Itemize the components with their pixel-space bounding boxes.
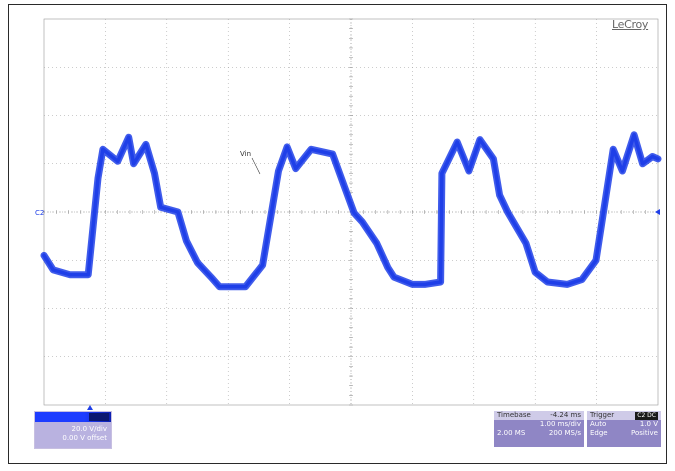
trace-group — [40, 131, 662, 291]
trigger-type: Edge — [590, 429, 608, 437]
trace-point — [243, 285, 247, 289]
trace-point — [260, 263, 265, 267]
trace-point — [620, 169, 624, 173]
timebase-delay: -4.24 ms — [550, 411, 581, 419]
trace-point — [132, 162, 136, 166]
trigger-header: Trigger C2 DC — [587, 411, 661, 420]
trace-point — [309, 147, 313, 151]
trace-point — [478, 138, 482, 142]
trace-point — [392, 275, 396, 279]
trace-point — [632, 133, 636, 137]
trace-point — [209, 275, 213, 279]
trace-point — [218, 285, 222, 289]
trace-point — [116, 159, 120, 163]
trigger-row-1: Auto 1.0 V — [587, 420, 661, 429]
channel-header — [35, 412, 111, 422]
trace-label-leader — [251, 157, 261, 175]
trace-point — [42, 253, 46, 258]
trace-point — [152, 171, 157, 175]
trace-point — [455, 140, 459, 144]
channel-panel[interactable]: 20.0 V/div 0.00 V offset — [34, 411, 112, 449]
trace-point — [611, 147, 615, 151]
trace-point — [195, 261, 200, 265]
channel-scale: 20.0 V/div — [71, 425, 108, 433]
scope-frame — [8, 4, 667, 464]
trigger-level: 1.0 V — [639, 420, 658, 428]
channel-tag — [89, 413, 109, 421]
trace-point — [533, 270, 537, 274]
trace-point — [101, 147, 105, 151]
trigger-mode: Auto — [590, 420, 607, 428]
trigger-panel[interactable]: Trigger C2 DC Auto 1.0 V Edge Positive — [587, 411, 661, 447]
trace-point — [524, 241, 528, 245]
timebase-samples: 2.00 MS — [497, 429, 526, 437]
timebase-header: Timebase -4.24 ms — [494, 411, 584, 420]
timebase-label: Timebase — [497, 411, 531, 419]
trigger-badge: C2 DC — [635, 411, 658, 420]
trace-point — [580, 277, 584, 282]
trace-point — [144, 142, 148, 147]
trace-point — [656, 157, 660, 161]
trace-point — [226, 285, 230, 289]
trace-point — [410, 282, 414, 286]
trace-point — [386, 265, 390, 270]
trace-point — [184, 239, 189, 243]
trace-point — [352, 211, 356, 215]
trace-point — [497, 193, 502, 197]
trace-point — [360, 220, 364, 224]
trace-point — [86, 273, 90, 277]
trace-point — [294, 166, 298, 171]
trace-point — [650, 154, 655, 159]
trigger-label: Trigger — [590, 411, 615, 419]
trigger-level-marker — [655, 209, 660, 215]
brand-logo: LeCroy — [612, 18, 649, 31]
trace-point — [96, 176, 100, 180]
timebase-rate: 200 MS/s — [548, 429, 581, 437]
trace-point — [467, 169, 471, 173]
trace-point — [330, 152, 335, 156]
trigger-row-2: Edge Positive — [587, 429, 661, 438]
trace-point — [68, 273, 72, 277]
trace-point — [439, 280, 443, 284]
trace-point — [641, 162, 645, 166]
trace-point — [594, 258, 598, 262]
trace-point — [375, 241, 379, 245]
trace-point — [565, 282, 569, 286]
channel-ground-marker: C2 — [35, 209, 44, 217]
channel-body: 20.0 V/div 0.00 V offset — [35, 422, 111, 448]
trace-point — [491, 157, 496, 161]
trace-point — [127, 135, 131, 139]
trace-point — [423, 282, 427, 286]
trace-point — [51, 268, 55, 272]
timebase-row-1: 1.00 ms/div — [494, 420, 584, 429]
trace-label: Vin — [240, 150, 251, 158]
timebase-tdiv: 1.00 ms/div — [539, 420, 581, 428]
timebase-row-2: 2.00 MS 200 MS/s — [494, 429, 584, 438]
trace-point — [276, 169, 281, 173]
trace-point — [285, 145, 289, 149]
trace-point — [440, 171, 444, 175]
trace-point — [343, 186, 347, 190]
trace-point — [545, 280, 550, 284]
trace-point — [176, 210, 180, 214]
timebase-panel[interactable]: Timebase -4.24 ms 1.00 ms/div 2.00 MS 20… — [494, 411, 584, 447]
trigger-position-marker — [87, 405, 93, 410]
channel-offset: 0.00 V offset — [62, 434, 107, 442]
markers: C2 Vin — [35, 150, 660, 410]
trace-point — [159, 205, 163, 209]
trigger-slope: Positive — [631, 429, 658, 437]
trace-point — [505, 210, 510, 214]
